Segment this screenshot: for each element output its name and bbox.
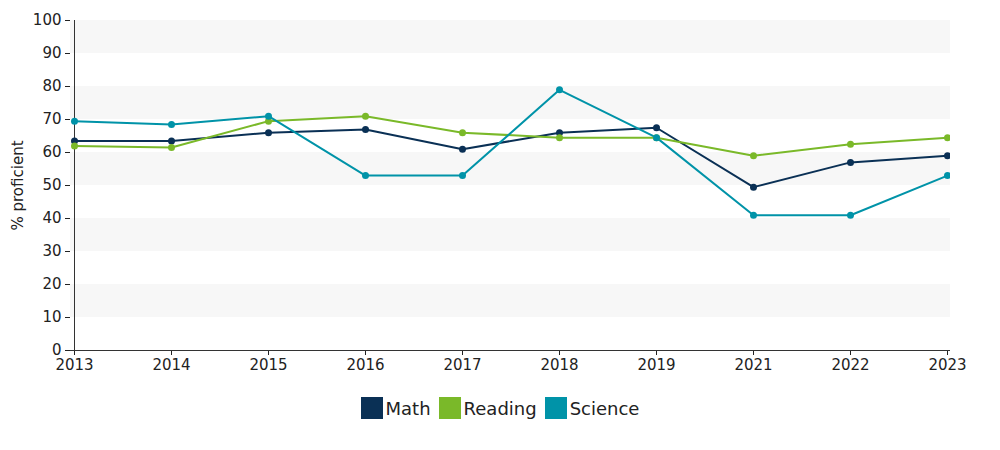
svg-text:50: 50 — [42, 176, 61, 194]
svg-text:2018: 2018 — [540, 356, 578, 374]
svg-text:2021: 2021 — [734, 356, 772, 374]
svg-text:2014: 2014 — [152, 356, 190, 374]
svg-text:80: 80 — [42, 77, 61, 95]
svg-text:2015: 2015 — [249, 356, 287, 374]
svg-text:0: 0 — [52, 341, 62, 360]
svg-text:% proficient: % proficient — [9, 140, 27, 230]
svg-text:2023: 2023 — [928, 356, 966, 374]
html-text:Science: Science — [569, 397, 640, 419]
svg-text:2017: 2017 — [443, 356, 481, 374]
svg-text:30: 30 — [42, 242, 61, 260]
svg-text:70: 70 — [42, 110, 61, 128]
svg-text:20: 20 — [42, 275, 61, 293]
svg-text:90: 90 — [42, 44, 61, 62]
svg-text:60: 60 — [42, 143, 61, 161]
html-text:Math: Math — [385, 397, 431, 419]
svg-text:2016: 2016 — [346, 356, 384, 374]
svg-text:2019: 2019 — [637, 356, 675, 374]
svg-text:2022: 2022 — [831, 356, 869, 374]
svg-text:10: 10 — [42, 308, 61, 326]
svg-text:100: 100 — [33, 11, 62, 29]
svg-text:40: 40 — [42, 209, 61, 227]
svg-text:2013: 2013 — [55, 356, 93, 374]
html-text:Reading: Reading — [463, 397, 537, 419]
